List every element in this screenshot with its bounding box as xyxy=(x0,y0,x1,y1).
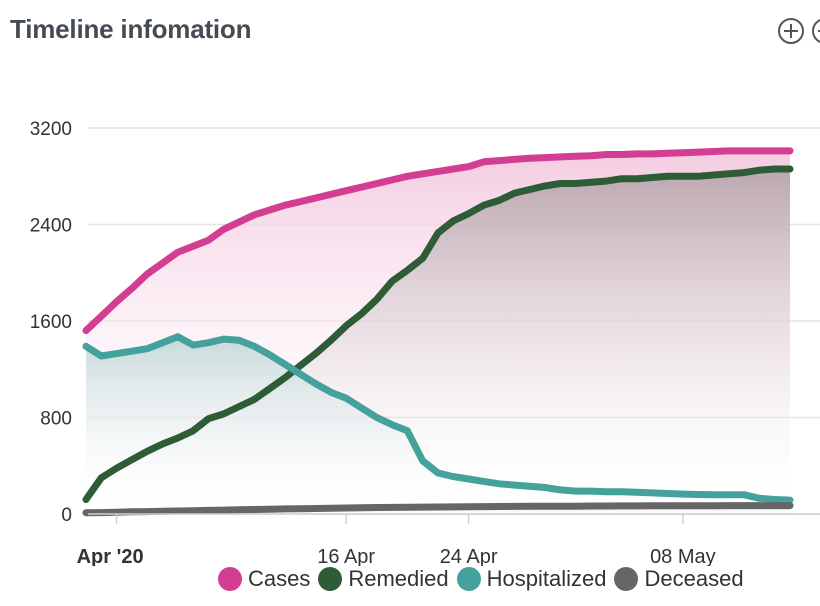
timeline-chart: 0 800 1600 2400 3200 Apr '20 16 Apr 24 Apr 08 M… xyxy=(30,119,820,566)
chart-title: Timeline infomation xyxy=(10,14,252,44)
y-axis: 0 800 1600 2400 3200 xyxy=(30,119,72,526)
y-tick-label: 2400 xyxy=(30,216,72,237)
chart-toolbar xyxy=(774,14,820,48)
series-line-hospitalized[interactable] xyxy=(82,333,794,504)
series-line-remedied[interactable] xyxy=(82,165,794,503)
legend-label: Hospitalized xyxy=(486,566,607,591)
zoom-in-button[interactable] xyxy=(776,16,806,46)
series-lines xyxy=(82,147,794,517)
series-area-hospitalized xyxy=(86,336,790,514)
legend-label: Cases xyxy=(248,566,311,591)
x-tick-label: 24 Apr xyxy=(440,546,498,566)
legend-swatch xyxy=(456,567,481,591)
x-tick-label: Apr '20 xyxy=(77,546,144,566)
x-axis: Apr '20 16 Apr 24 Apr 08 May xyxy=(77,513,820,566)
y-tick-label: 0 xyxy=(61,505,72,526)
legend-item-cases[interactable]: Cases xyxy=(218,566,310,592)
x-tick-label: 08 May xyxy=(650,546,716,566)
legend-label: Remedied xyxy=(348,566,449,591)
series-line-cases[interactable] xyxy=(82,147,794,335)
y-tick-label: 1600 xyxy=(30,312,72,333)
y-tick-label: 800 xyxy=(40,409,72,430)
series-line-deceased[interactable] xyxy=(82,502,794,517)
zoom-out-button[interactable] xyxy=(810,16,820,46)
legend-swatch xyxy=(614,567,639,591)
plus-circle-icon xyxy=(778,18,804,44)
legend-label: Deceased xyxy=(644,566,744,591)
x-tick-label: 16 Apr xyxy=(317,546,375,566)
legend-item-remedied[interactable]: Remedied xyxy=(318,566,449,592)
y-tick-label: 3200 xyxy=(30,119,72,140)
legend-item-hospitalized[interactable]: Hospitalized xyxy=(456,566,607,592)
series-areas xyxy=(86,150,790,514)
chart-legend: Cases Remedied Hospitalized Deceased xyxy=(218,566,744,592)
legend-item-deceased[interactable]: Deceased xyxy=(614,566,744,592)
legend-swatch xyxy=(218,567,242,591)
circle-icon xyxy=(812,19,820,43)
legend-swatch xyxy=(318,567,343,591)
